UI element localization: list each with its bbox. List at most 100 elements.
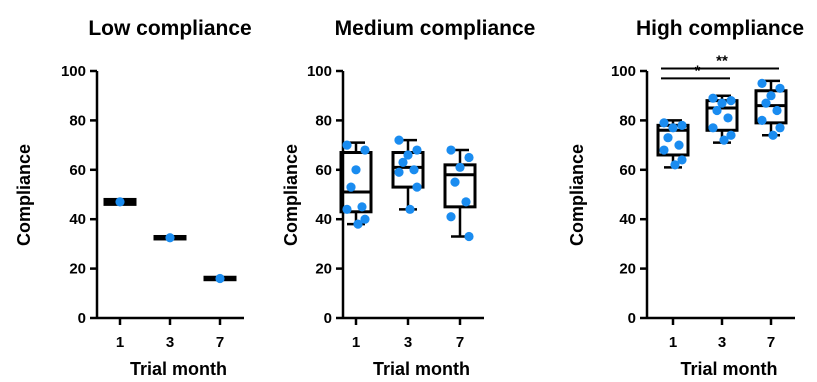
chart-panel-2: Medium compliance 0 20 40 60 80 100 1 3 7 Trial mo…	[281, 17, 535, 379]
data-point	[719, 135, 729, 145]
data-point	[663, 133, 673, 143]
data-point	[677, 155, 687, 165]
box	[339, 151, 373, 214]
data-point	[726, 96, 736, 106]
data-point	[346, 182, 356, 192]
data-point	[674, 140, 684, 150]
y-tick-label: 40	[315, 211, 332, 228]
x-tick-label: 1	[116, 334, 124, 351]
data-point	[670, 160, 680, 170]
data-point	[708, 123, 718, 133]
data-point	[409, 165, 419, 175]
y-axis-label: Compliance	[281, 144, 301, 246]
data-point	[775, 123, 785, 133]
data-point	[766, 91, 776, 101]
data-point	[668, 123, 678, 133]
data-point	[761, 98, 771, 108]
data-point	[717, 98, 727, 108]
data-point	[450, 177, 460, 187]
data-point	[461, 197, 471, 207]
significance-label: **	[716, 53, 728, 70]
y-tick-label: 60	[69, 162, 86, 179]
data-point	[726, 130, 736, 140]
y-tick-label: 40	[69, 211, 86, 228]
chart-title: High compliance	[636, 17, 804, 40]
box-group-1	[339, 140, 373, 229]
x-axis-label: Trial month	[130, 359, 227, 379]
y-tick-label: 0	[78, 310, 86, 327]
data-point	[394, 135, 404, 145]
box-group-7	[443, 145, 477, 242]
x-tick-label: 3	[166, 334, 174, 351]
data-point	[708, 93, 718, 103]
x-tick-label: 1	[669, 334, 677, 351]
y-tick-label: 40	[619, 211, 636, 228]
data-point	[455, 162, 465, 172]
box-group-1	[656, 118, 690, 170]
chart-title: Medium compliance	[335, 17, 536, 40]
y-tick-label: 0	[324, 310, 332, 327]
data-point	[351, 165, 361, 175]
y-tick-label: 20	[69, 261, 86, 278]
data-point	[394, 167, 404, 177]
y-tick-label: 100	[611, 63, 636, 80]
data-point	[412, 182, 422, 192]
data-point	[412, 145, 422, 155]
data-point	[446, 145, 456, 155]
data-point	[712, 105, 722, 116]
y-tick-label: 60	[619, 162, 636, 179]
data-point	[398, 157, 408, 167]
y-tick-label: 20	[315, 261, 332, 278]
data-point	[659, 118, 669, 128]
data-point	[659, 145, 669, 155]
box-group-3	[153, 233, 187, 243]
data-point	[757, 115, 767, 125]
x-axis-label: Trial month	[373, 359, 470, 379]
y-tick-label: 80	[315, 112, 332, 129]
data-point	[772, 105, 782, 116]
x-tick-label: 7	[767, 334, 775, 351]
box-group-3	[391, 135, 425, 214]
chart-title: Low compliance	[88, 17, 251, 40]
data-point	[165, 233, 175, 243]
data-point	[353, 219, 363, 229]
y-tick-label: 0	[628, 310, 636, 327]
x-tick-label: 7	[216, 334, 224, 351]
data-point	[342, 204, 352, 214]
data-point	[115, 197, 125, 207]
y-tick-label: 80	[619, 112, 636, 129]
x-tick-label: 1	[352, 334, 360, 351]
x-tick-label: 3	[404, 334, 412, 351]
data-point	[446, 212, 456, 222]
chart-panel-3: High compliance 0 20 40 60 80 100 1 3 7 Trial mont…	[567, 17, 804, 379]
data-point	[723, 113, 733, 123]
chart-panel-1: Low compliance 0 20 40 60 80 100 1 3 7 Trial month…	[14, 17, 252, 379]
x-tick-label: 3	[718, 334, 726, 351]
x-tick-label: 7	[456, 334, 464, 351]
significance-label: *	[695, 62, 701, 79]
data-point	[342, 140, 352, 150]
box-group-7	[754, 78, 788, 140]
y-axis-label: Compliance	[567, 144, 587, 246]
data-point	[403, 150, 413, 160]
box-group-7	[203, 273, 237, 284]
data-point	[464, 152, 474, 163]
y-tick-label: 100	[61, 63, 86, 80]
data-point	[757, 78, 767, 88]
y-tick-label: 80	[69, 112, 86, 129]
data-point	[357, 202, 367, 212]
data-point	[360, 145, 370, 155]
data-point	[464, 231, 474, 242]
significance-bracket: *	[661, 62, 730, 80]
data-point	[405, 204, 415, 214]
significance-bracket: **	[661, 53, 779, 70]
data-point	[215, 273, 225, 284]
box-group-1	[103, 197, 137, 207]
y-axis-label: Compliance	[14, 144, 34, 246]
data-point	[677, 120, 687, 130]
data-point	[768, 130, 778, 140]
x-axis-label: Trial month	[680, 359, 777, 379]
y-tick-label: 20	[619, 261, 636, 278]
box-group-3	[705, 93, 739, 145]
